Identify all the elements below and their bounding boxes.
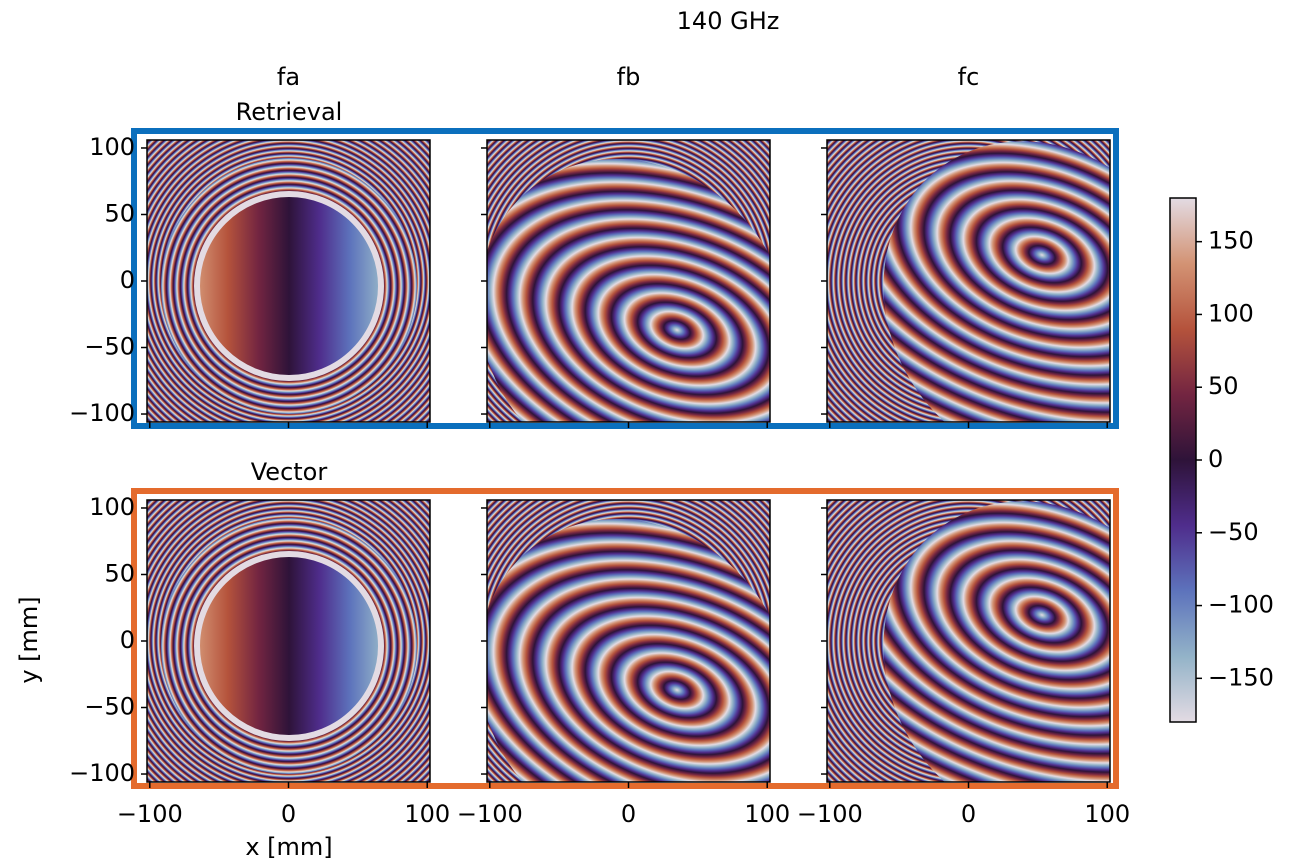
x-tick-label: 100 bbox=[1084, 800, 1130, 828]
colorbar-tick-label: 150 bbox=[1208, 227, 1254, 255]
y-tick-label: −100 bbox=[69, 759, 135, 787]
row-frame bbox=[131, 488, 1119, 789]
y-tick-label: 0 bbox=[120, 266, 135, 294]
row-label: Vector bbox=[251, 458, 328, 486]
phase-map bbox=[827, 500, 1110, 782]
x-tick-label: −100 bbox=[117, 800, 183, 828]
y-tick-label: −50 bbox=[84, 693, 135, 721]
phase-map bbox=[487, 500, 770, 782]
phase-map bbox=[147, 140, 430, 422]
colorbar-tick-label: 0 bbox=[1208, 445, 1223, 473]
x-axis-label: x [mm] bbox=[245, 833, 332, 861]
x-tick-label: 0 bbox=[281, 800, 296, 828]
y-tick-label: 50 bbox=[104, 559, 135, 587]
colorbar-tick-label: −50 bbox=[1208, 518, 1259, 546]
colorbar-tick-label: −150 bbox=[1208, 663, 1274, 691]
colorbar-tick-label: 100 bbox=[1208, 299, 1254, 327]
column-title: fa bbox=[277, 63, 300, 91]
phase-map bbox=[147, 500, 430, 782]
colorbar-tick-label: 50 bbox=[1208, 372, 1239, 400]
y-tick-label: −100 bbox=[69, 399, 135, 427]
row-frame bbox=[131, 128, 1119, 429]
colorbar-tick-label: −100 bbox=[1208, 591, 1274, 619]
column-title: fb bbox=[617, 63, 641, 91]
x-tick-label: 0 bbox=[621, 800, 636, 828]
y-tick-label: 100 bbox=[89, 133, 135, 161]
y-tick-label: 0 bbox=[120, 626, 135, 654]
x-tick-label: 0 bbox=[961, 800, 976, 828]
y-tick-label: 100 bbox=[89, 493, 135, 521]
y-axis-label: y [mm] bbox=[15, 596, 43, 683]
figure-title: 140 GHz bbox=[677, 7, 780, 35]
x-tick-label: −100 bbox=[797, 800, 863, 828]
phase-map bbox=[487, 140, 770, 422]
phase-map bbox=[827, 140, 1110, 422]
y-tick-label: −50 bbox=[84, 333, 135, 361]
colorbar bbox=[1169, 197, 1197, 723]
x-tick-label: −100 bbox=[457, 800, 523, 828]
x-tick-label: 100 bbox=[404, 800, 450, 828]
column-title: fc bbox=[958, 63, 980, 91]
y-tick-label: 50 bbox=[104, 199, 135, 227]
row-label: Retrieval bbox=[236, 98, 343, 126]
x-tick-label: 100 bbox=[744, 800, 790, 828]
